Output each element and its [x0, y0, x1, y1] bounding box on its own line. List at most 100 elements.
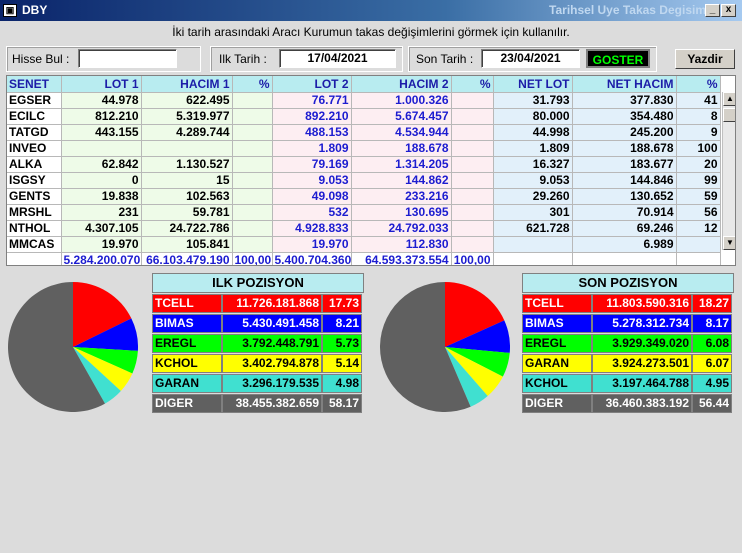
table-cell: 15	[141, 172, 233, 189]
table-cell: 9.053	[272, 172, 352, 189]
position-row: BIMAS 5.278.312.734 8.17	[522, 314, 734, 333]
table-cell: 188.678	[572, 140, 677, 157]
close-button[interactable]: x	[721, 4, 736, 17]
hisse-input[interactable]	[78, 49, 177, 68]
table-row[interactable]: NTHOL 4.307.105 24.722.786 4.928.833 24.792.…	[7, 220, 721, 237]
position-name: GARAN	[152, 374, 222, 393]
table-cell: 621.728	[493, 220, 573, 237]
table-cell	[451, 156, 494, 173]
table-cell: 1.000.326	[351, 92, 452, 109]
column-header[interactable]: %	[451, 76, 494, 93]
table-cell: 100	[676, 140, 721, 157]
column-header[interactable]: LOT 2	[272, 76, 352, 93]
column-header[interactable]: %	[676, 76, 721, 93]
table-cell	[232, 220, 273, 237]
pie-slice-garan	[73, 347, 121, 404]
table-cell: 9.053	[493, 172, 573, 189]
total-cell: 5.284.200.070	[61, 252, 142, 265]
title-bar: ▣ DBY Tarihsel Uye Takas Degisim _ x	[0, 0, 742, 21]
table-cell: 8	[676, 108, 721, 125]
total-cell: 100,00	[451, 252, 494, 265]
position-row: DIGER 36.460.383.192 56.44	[522, 394, 734, 413]
minimize-button[interactable]: _	[705, 4, 720, 17]
table-cell: 812.210	[61, 108, 142, 125]
position-value: 11.726.181.868	[222, 294, 322, 313]
table-cell	[232, 92, 273, 109]
table-cell	[232, 108, 273, 125]
position-row: EREGL 3.792.448.791 5.73	[152, 334, 364, 353]
table-cell	[141, 140, 233, 157]
table-cell: 488.153	[272, 124, 352, 141]
pie-slice-kchol	[73, 347, 133, 391]
position-percent: 6.07	[692, 354, 732, 373]
table-cell: 99	[676, 172, 721, 189]
position-name: GARAN	[522, 354, 592, 373]
position-name: EREGL	[152, 334, 222, 353]
ilk-tarih-input[interactable]: 17/04/2021	[279, 49, 396, 68]
grid-scrollbar[interactable]: ▲ ▼	[722, 92, 735, 250]
table-row[interactable]: MRSHL 231 59.781 532 130.695 301 70.914 56	[7, 204, 721, 221]
column-header[interactable]: SENET	[7, 76, 62, 93]
table-cell: 5.674.457	[351, 108, 452, 125]
position-value: 3.924.273.501	[592, 354, 692, 373]
position-percent: 8.17	[692, 314, 732, 333]
column-header[interactable]: %	[232, 76, 273, 93]
total-cell	[493, 252, 573, 265]
position-row: KCHOL 3.197.464.788 4.95	[522, 374, 734, 393]
position-name: TCELL	[152, 294, 222, 313]
table-row[interactable]: ISGSY 0 15 9.053 144.862 9.053 144.846 99	[7, 172, 721, 189]
column-header[interactable]: LOT 1	[61, 76, 142, 93]
position-percent: 5.73	[322, 334, 362, 353]
window-subtitle: Tarihsel Uye Takas Degisim	[549, 3, 706, 17]
table-row[interactable]: EGSER 44.978 622.495 76.771 1.000.326 31.793 3…	[7, 92, 721, 109]
table-cell	[232, 236, 273, 253]
son-tarih-input[interactable]: 23/04/2021	[481, 49, 580, 68]
table-cell: 79.169	[272, 156, 352, 173]
table-row[interactable]: ALKA 62.842 1.130.527 79.169 1.314.205 16.327…	[7, 156, 721, 173]
table-row[interactable]: INVEO 1.809 188.678 1.809 188.678 100	[7, 140, 721, 157]
ilk-pozisyon-table: ILK POZISYON TCELL 11.726.181.868 17.73 BIM…	[152, 273, 364, 413]
table-cell	[451, 236, 494, 253]
table-cell: 231	[61, 204, 142, 221]
table-row[interactable]: GENTS 19.838 102.563 49.098 233.216 29.260 130…	[7, 188, 721, 205]
yazdir-button[interactable]: Yazdir	[675, 49, 735, 69]
pie-slice-diger	[8, 282, 106, 412]
position-value: 36.460.383.192	[592, 394, 692, 413]
scroll-thumb[interactable]	[723, 108, 735, 122]
table-cell: EGSER	[7, 92, 62, 109]
table-cell: 59	[676, 188, 721, 205]
table-cell: 1.314.205	[351, 156, 452, 173]
pie-slice-tcell	[73, 282, 132, 347]
table-row[interactable]: ECILC 812.210 5.319.977 892.210 5.674.457 80.…	[7, 108, 721, 125]
total-cell: 64.593.373.554	[351, 252, 452, 265]
position-value: 38.455.382.659	[222, 394, 322, 413]
goster-button[interactable]: GOSTER	[586, 49, 650, 68]
table-cell	[232, 204, 273, 221]
table-cell: MMCAS	[7, 236, 62, 253]
column-header[interactable]: NET HACIM	[572, 76, 677, 93]
total-cell: 5.400.704.360	[272, 252, 352, 265]
scroll-down-icon[interactable]: ▼	[723, 236, 735, 250]
position-name: BIMAS	[522, 314, 592, 333]
scroll-up-icon[interactable]: ▲	[723, 92, 735, 106]
table-cell: 44.998	[493, 124, 573, 141]
table-cell: TATGD	[7, 124, 62, 141]
position-name: KCHOL	[522, 374, 592, 393]
takas-grid[interactable]: SENET LOT 1 HACIM 1% LOT 2 HACIM 2% NET LOT NE…	[6, 75, 736, 266]
table-cell: 24.792.033	[351, 220, 452, 237]
table-cell: GENTS	[7, 188, 62, 205]
column-header[interactable]: NET LOT	[493, 76, 573, 93]
column-header[interactable]: HACIM 2	[351, 76, 452, 93]
table-cell: 56	[676, 204, 721, 221]
position-name: EREGL	[522, 334, 592, 353]
total-cell: 66.103.479.190	[141, 252, 233, 265]
table-row[interactable]: TATGD 443.155 4.289.744 488.153 4.534.944 44.…	[7, 124, 721, 141]
table-cell: 76.771	[272, 92, 352, 109]
table-cell	[232, 188, 273, 205]
table-cell: 354.480	[572, 108, 677, 125]
column-header[interactable]: HACIM 1	[141, 76, 233, 93]
table-cell: 0	[61, 172, 142, 189]
table-row[interactable]: MMCAS 19.970 105.841 19.970 112.830 6.989	[7, 236, 721, 253]
table-cell	[61, 140, 142, 157]
total-cell	[676, 252, 721, 265]
